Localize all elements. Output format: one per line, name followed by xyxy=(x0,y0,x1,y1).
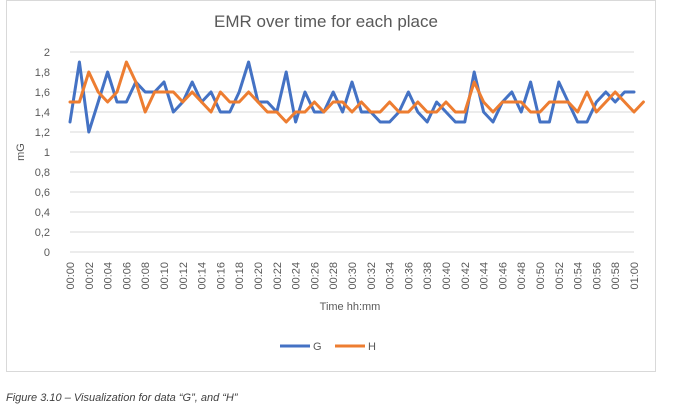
x-tick-label: 00:18 xyxy=(234,262,246,290)
y-tick-label: 0,8 xyxy=(35,167,50,179)
x-tick-label: 00:12 xyxy=(178,262,190,290)
x-tick-label: 00:14 xyxy=(197,262,209,290)
x-tick-label: 00:24 xyxy=(291,262,303,290)
x-tick-label: 00:52 xyxy=(554,262,566,290)
legend-label-h: H xyxy=(368,341,376,353)
y-axis-title: mG xyxy=(15,143,27,161)
x-tick-label: 00:00 xyxy=(65,262,77,290)
x-tick-label: 00:44 xyxy=(479,262,491,290)
x-tick-label: 00:30 xyxy=(347,262,359,290)
y-tick-labels: 0 0,2 0,4 0,6 0,8 1 1,2 1,4 1,6 1,8 2 xyxy=(35,47,50,259)
x-tick-label: 00:46 xyxy=(497,262,509,290)
x-tick-label: 00:40 xyxy=(441,262,453,290)
legend-label-g: G xyxy=(313,341,322,353)
y-tick-label: 0,2 xyxy=(35,227,50,239)
x-tick-label: 00:08 xyxy=(140,262,152,290)
y-tick-label: 0 xyxy=(44,247,50,259)
series-line-h xyxy=(68,60,645,124)
y-tick-label: 1,4 xyxy=(35,107,50,119)
x-tick-label: 00:02 xyxy=(84,262,96,290)
x-tick-label: 00:10 xyxy=(159,262,171,290)
x-tick-label: 00:26 xyxy=(309,262,321,290)
x-tick-label: 01:00 xyxy=(629,262,641,290)
x-tick-label: 00:32 xyxy=(366,262,378,290)
y-tick-label: 0,4 xyxy=(35,207,50,219)
series-lines xyxy=(68,60,645,134)
chart-title: EMR over time for each place xyxy=(214,12,438,31)
x-tick-label: 00:48 xyxy=(516,262,528,290)
x-tick-label: 00:22 xyxy=(272,262,284,290)
x-tick-label: 00:42 xyxy=(460,262,472,290)
x-axis-title: Time hh:mm xyxy=(320,301,381,313)
y-tick-label: 2 xyxy=(44,47,50,59)
emr-line-chart: EMR over time for each place 00,20,40,60… xyxy=(15,12,645,353)
y-tick-label: 0,6 xyxy=(35,187,50,199)
x-tick-label: 00:06 xyxy=(121,262,133,290)
y-tick-label: 1,6 xyxy=(35,87,50,99)
x-tick-label: 00:38 xyxy=(422,262,434,290)
figure-caption: Figure 3.10 – Visualization for data “G”… xyxy=(6,392,238,404)
y-tick-label: 1 xyxy=(44,147,50,159)
x-tick-label: 00:50 xyxy=(535,262,547,290)
x-tick-label: 00:20 xyxy=(253,262,265,290)
x-tick-label: 00:28 xyxy=(328,262,340,290)
y-tick-label: 1,8 xyxy=(35,67,50,79)
x-tick-label: 00:58 xyxy=(610,262,622,290)
x-tick-labels: 00:00 00:02 00:04 00:06 00:08 00:10 00:12 00:14… xyxy=(65,262,641,290)
y-tick-label: 1,2 xyxy=(35,127,50,139)
chart-frame xyxy=(6,0,656,372)
series-line-g xyxy=(68,60,636,134)
x-tick-label: 00:56 xyxy=(591,262,603,290)
x-tick-label: 00:16 xyxy=(215,262,227,290)
x-tick-label: 00:36 xyxy=(403,262,415,290)
x-tick-label: 00:34 xyxy=(385,262,397,290)
x-tick-label: 00:04 xyxy=(103,262,115,290)
x-tick-label: 00:54 xyxy=(573,262,585,290)
